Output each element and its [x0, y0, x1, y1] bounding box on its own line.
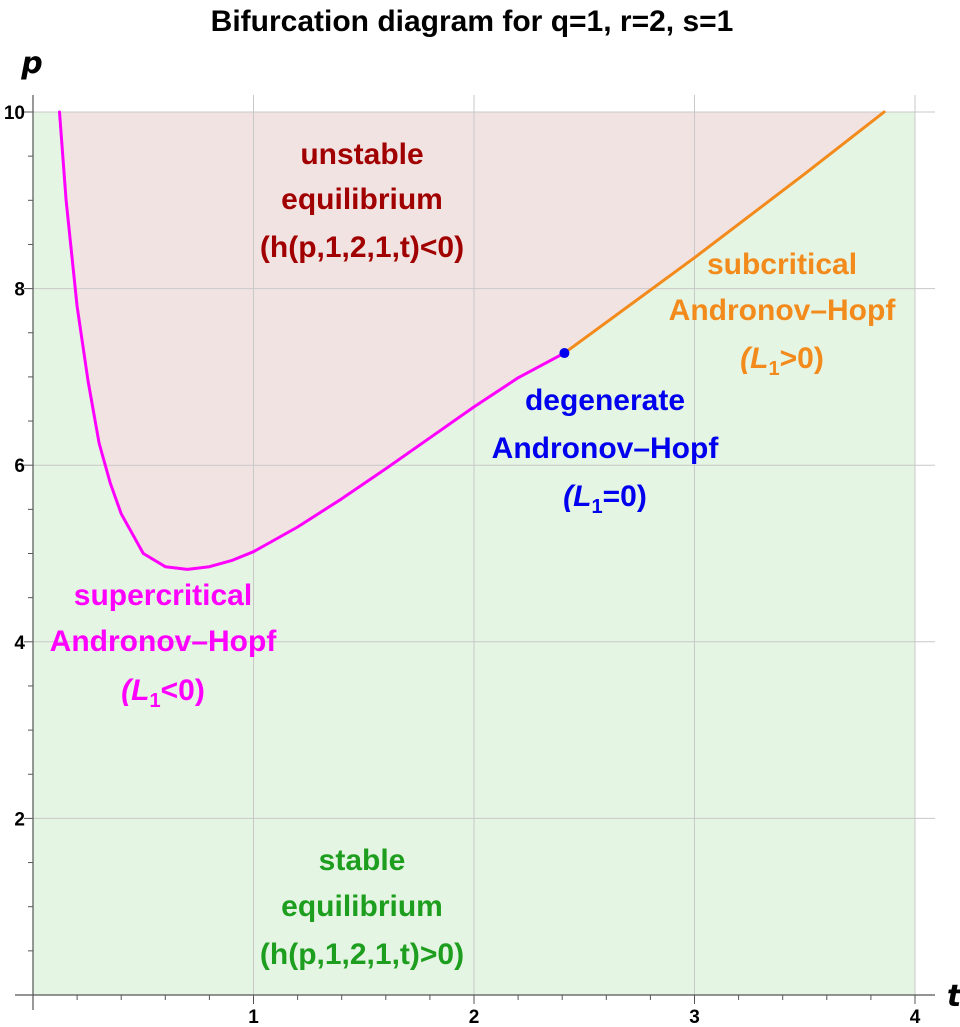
degenerate-l-subscript: 1	[592, 496, 603, 518]
subcritical-l-subscript: 1	[769, 358, 780, 380]
stable-label-line3: (h(p,1,2,1,t)>0)	[260, 938, 464, 971]
supercritical-l-subscript: 1	[150, 690, 161, 712]
supercritical-line2: Andronov–Hopf	[50, 625, 278, 658]
stable-label-line1: stable	[319, 844, 406, 877]
supercritical-annotation: supercritical Andronov–Hopf (L1<0)	[50, 579, 278, 712]
x-tick-label: 3	[689, 1007, 700, 1027]
supercritical-line3: (L1<0)	[121, 674, 205, 712]
x-tick-label: 4	[910, 1007, 921, 1027]
y-axis-label: p	[20, 46, 42, 81]
y-tick-label: 4	[14, 633, 25, 654]
subcritical-line3: (L1>0)	[740, 342, 824, 380]
degenerate-point	[559, 348, 570, 359]
subcritical-line2: Andronov–Hopf	[669, 294, 897, 327]
unstable-region-fill	[59, 112, 885, 570]
degenerate-l-symbol: (L	[563, 480, 591, 513]
curves	[58, 110, 886, 571]
y-tick-label: 10	[4, 103, 25, 124]
degenerate-annotation: degenerate Andronov–Hopf (L1=0)	[492, 384, 720, 518]
unstable-label-line1: unstable	[300, 138, 423, 171]
subcritical-line1: subcritical	[707, 248, 857, 281]
degenerate-line1: degenerate	[525, 384, 685, 417]
degenerate-l-condition: =0)	[603, 480, 647, 513]
subcritical-annotation: subcritical Andronov–Hopf (L1>0)	[669, 248, 897, 380]
stable-label-line2: equilibrium	[281, 890, 443, 923]
degenerate-line3: (L1=0)	[563, 480, 647, 518]
x-axis-label: t	[947, 979, 960, 1014]
unstable-region-label: unstable equilibrium (h(p,1,2,1,t)<0)	[260, 138, 464, 264]
degenerate-line2: Andronov–Hopf	[492, 432, 720, 465]
grid-lines	[33, 95, 935, 995]
stable-region-label: stable equilibrium (h(p,1,2,1,t)>0)	[260, 844, 464, 971]
y-tick-label: 8	[14, 280, 25, 301]
unstable-label-line3: (h(p,1,2,1,t)<0)	[260, 231, 464, 264]
subcritical-l-condition: >0)	[780, 342, 824, 375]
y-tick-label: 2	[14, 809, 25, 830]
y-tick-label: 6	[14, 456, 25, 477]
subcritical-l-symbol: (L	[740, 342, 768, 375]
supercritical-line1: supercritical	[74, 579, 252, 612]
x-tick-label: 2	[469, 1007, 480, 1027]
supercritical-l-condition: <0)	[161, 674, 205, 707]
unstable-label-line2: equilibrium	[281, 183, 443, 216]
supercritical-l-symbol: (L	[121, 674, 149, 707]
x-tick-label: 1	[248, 1007, 259, 1027]
subcritical-curve	[562, 110, 886, 355]
supercritical-curve	[58, 110, 566, 571]
axes: 1 2 3 4 2 4 6 8 10	[4, 95, 935, 1027]
chart-title: Bifurcation diagram for q=1, r=2, s=1	[211, 5, 734, 38]
